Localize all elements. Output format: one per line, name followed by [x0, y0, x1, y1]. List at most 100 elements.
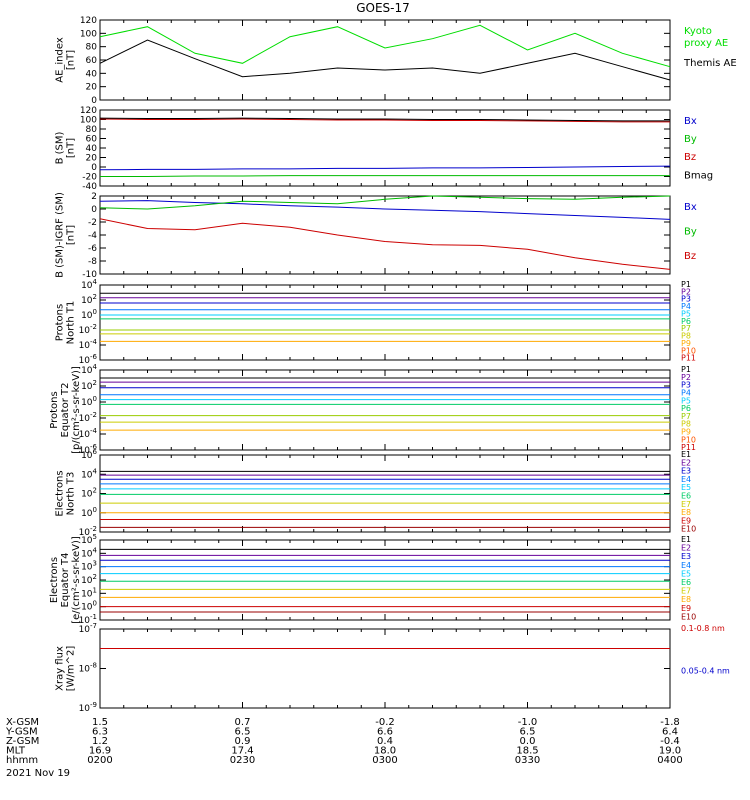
- series-line-by: [100, 175, 670, 177]
- y-tick-label: 20: [86, 83, 98, 93]
- series-line-bmag: [99, 117, 670, 122]
- legend-e6: E6: [681, 492, 691, 501]
- legend-p8: P8: [681, 332, 691, 341]
- ephemeris-value: 1.2: [92, 736, 108, 747]
- y-axis-label: Protons: [55, 304, 66, 341]
- y-tick-label: 10-9: [79, 701, 97, 714]
- panel-frame: [99, 195, 671, 275]
- legend-e7: E7: [681, 587, 691, 596]
- ephemeris-label: MLT: [6, 746, 26, 757]
- y-tick-label: 100: [81, 308, 97, 321]
- legend-p9: P9: [681, 339, 691, 348]
- legend-p6: P6: [681, 317, 691, 326]
- legend-bx: Bx: [684, 116, 697, 127]
- panel-frame: [99, 454, 671, 533]
- panel-frame: [99, 19, 671, 101]
- y-tick-label: 80: [86, 125, 98, 135]
- y-axis-label: AE_index: [55, 37, 66, 83]
- ephemeris-value: 18.5: [516, 746, 538, 757]
- legend-p3: P3: [681, 295, 691, 304]
- ephemeris-value: 6.6: [377, 727, 393, 738]
- legend-p5: P5: [681, 396, 691, 405]
- y-tick-label: 2: [91, 192, 97, 202]
- legend-e4: E4: [681, 561, 691, 570]
- ephemeris-value: 19.0: [659, 746, 681, 757]
- legend-e9: E9: [681, 516, 691, 525]
- y-axis-label: [e/(cm²-s-sr-keV)]: [71, 536, 82, 624]
- y-tick-label: 100: [81, 600, 97, 613]
- y-tick-label: 0: [91, 96, 97, 106]
- legend-by: By: [684, 226, 697, 237]
- y-axis-label: [W/m^2]: [66, 646, 77, 692]
- y-axis-label: North T1: [66, 301, 77, 345]
- legend-e2: E2: [681, 458, 691, 467]
- legend-kyoto-proxy-ae: Kyoto: [684, 26, 712, 37]
- y-tick-label: 102: [81, 487, 97, 500]
- y-tick-label: 60: [86, 56, 98, 66]
- y-axis-label: [nT]: [66, 225, 77, 245]
- y-tick-label: 100: [81, 395, 97, 408]
- legend-e1: E1: [681, 535, 691, 544]
- y-tick-label: 40: [86, 69, 98, 79]
- ephemeris-label: Y-GSM: [5, 727, 38, 738]
- ephemeris-value: 0330: [515, 755, 540, 766]
- legend-p10: P10: [681, 346, 696, 355]
- y-tick-label: -8: [88, 257, 97, 267]
- ephemeris-value: 0200: [87, 755, 112, 766]
- panel-frame: [99, 628, 671, 709]
- legend-bz: Bz: [684, 251, 696, 262]
- legend-p8: P8: [681, 420, 691, 429]
- y-axis-label: Equator T2: [60, 383, 71, 438]
- legend-by: By: [684, 134, 697, 145]
- y-axis-label: Equator T4: [60, 553, 71, 608]
- ephemeris-label: Z-GSM: [6, 736, 39, 747]
- legend-p4: P4: [681, 302, 691, 311]
- legend-p11: P11: [681, 354, 696, 363]
- y-axis-label: [nT]: [66, 50, 77, 70]
- y-tick-label: 120: [80, 16, 97, 26]
- y-tick-label: 104: [81, 546, 97, 559]
- ephemeris-value: 6.5: [235, 727, 251, 738]
- panel-bsmigrf: -10 -8 -6 -4 -2 0 2 B (SM)-IGRF (SM) [nT] Bx By Bz: [55, 192, 697, 280]
- y-tick-label: 10-4: [79, 338, 98, 351]
- y-tick-label: 80: [86, 43, 98, 53]
- legend-e7: E7: [681, 500, 691, 509]
- legend-e1: E1: [681, 450, 691, 459]
- legend-e10: E10: [681, 525, 696, 534]
- y-tick-label: 100: [80, 116, 97, 126]
- y-axis-label: B (SM): [55, 131, 66, 164]
- legend-p4: P4: [681, 388, 691, 397]
- ephemeris-value: 0230: [230, 755, 255, 766]
- legend-themis-ae: Themis AE: [683, 58, 737, 69]
- legend-kyoto-proxy-ae: proxy AE: [684, 38, 728, 49]
- y-tick-label: -40: [82, 182, 97, 192]
- y-tick-label: 60: [86, 135, 98, 145]
- y-axis-label: Xray flux: [55, 646, 66, 691]
- legend-e2: E2: [681, 544, 691, 553]
- y-tick-label: 0: [91, 163, 97, 173]
- ephemeris-value: 17.4: [231, 746, 253, 757]
- legend-p1: P1: [681, 365, 691, 374]
- y-tick-label: 102: [81, 293, 97, 306]
- legend-e3: E3: [681, 467, 691, 476]
- y-tick-label: -4: [88, 231, 97, 241]
- legend-bx: Bx: [684, 202, 697, 213]
- y-tick-label: 40: [86, 144, 98, 154]
- ephemeris-value: 0.9: [235, 736, 251, 747]
- legend-p11: P11: [681, 443, 696, 452]
- y-axis-label: Electrons: [55, 470, 66, 516]
- ephemeris-value: 0.7: [235, 717, 251, 728]
- legend-e5: E5: [681, 483, 691, 492]
- y-tick-label: 102: [81, 379, 97, 392]
- panel-frame: [99, 284, 671, 361]
- ephemeris-value: -1.0: [518, 717, 538, 728]
- legend-p2: P2: [681, 287, 691, 296]
